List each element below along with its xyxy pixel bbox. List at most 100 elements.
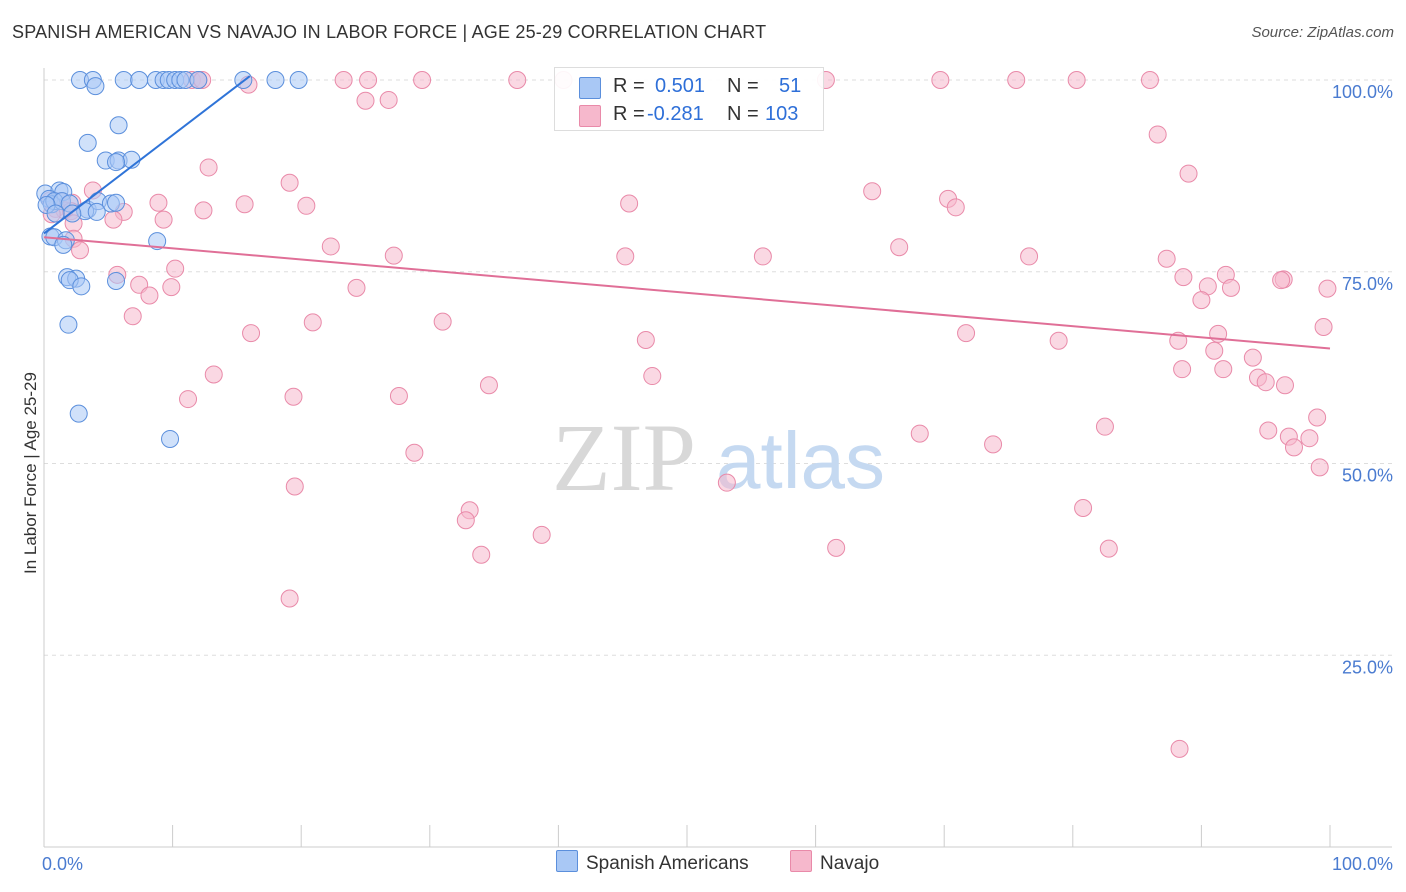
- navajo-point: [1148, 125, 1167, 144]
- n-value: 51: [779, 75, 802, 97]
- spanish-american-point: [86, 77, 105, 96]
- navajo-point: [303, 313, 322, 332]
- navajo-point: [717, 473, 736, 492]
- legend-item-navajo[interactable]: Navajo: [790, 850, 879, 875]
- navajo-point: [71, 241, 90, 260]
- navajo-point: [405, 443, 424, 462]
- navajo-point: [636, 331, 655, 350]
- navajo-point: [280, 589, 299, 608]
- navajo-point: [297, 196, 316, 215]
- navajo-point: [1205, 341, 1224, 360]
- navajo-point: [280, 173, 299, 192]
- navajo-point: [356, 91, 375, 110]
- spanish-american-point: [109, 116, 128, 135]
- navajo-point: [334, 71, 353, 89]
- navajo-point: [1308, 408, 1327, 427]
- legend: Spanish Americans Navajo: [0, 850, 1406, 880]
- stats-row-blue: R = 0.501 N = 51: [555, 74, 823, 102]
- navajo-point: [532, 525, 551, 544]
- legend-swatch-pink: [790, 850, 812, 872]
- navajo-point: [359, 71, 378, 89]
- stats-row-pink: R = -0.281 N = 103: [555, 102, 823, 130]
- navajo-point: [179, 390, 198, 409]
- spanish-american-point: [46, 204, 65, 223]
- navajo-point: [242, 324, 261, 343]
- spanish-american-point: [107, 271, 126, 290]
- spanish-american-point: [69, 404, 88, 423]
- navajo-point: [379, 90, 398, 109]
- navajo-point: [194, 201, 213, 220]
- legend-swatch-blue: [556, 850, 578, 872]
- source-label: Source: ZipAtlas.com: [1251, 24, 1394, 41]
- navajo-point: [1275, 376, 1294, 395]
- n-label: N =: [727, 103, 759, 125]
- legend-label: Navajo: [820, 853, 880, 874]
- navajo-point: [1020, 247, 1039, 266]
- y-tick-labels: 25.0% 50.0% 75.0% 100.0%: [1332, 82, 1393, 677]
- navajo-point: [384, 246, 403, 265]
- navajo-point: [753, 247, 772, 266]
- navajo-point: [1173, 360, 1192, 379]
- navajo-point: [1318, 279, 1337, 298]
- stats-swatch-blue: [579, 77, 601, 99]
- x-tick-label: 100.0%: [1332, 854, 1393, 874]
- spanish-american-point: [59, 315, 78, 334]
- axes: [43, 68, 1392, 848]
- navajo-point: [389, 387, 408, 406]
- navajo-point: [1067, 71, 1086, 89]
- navajo-point: [1049, 331, 1068, 350]
- legend-label: Spanish Americans: [586, 853, 749, 874]
- navajo-point: [456, 511, 475, 530]
- navajo-point: [957, 324, 976, 343]
- navajo-point: [1259, 421, 1278, 440]
- navajo-point: [984, 435, 1003, 454]
- navajo-point: [472, 545, 491, 564]
- spanish-american-point: [78, 133, 97, 152]
- navajo-point: [1179, 164, 1198, 183]
- spanish-american-point: [87, 202, 106, 221]
- r-value: -0.281: [647, 103, 704, 125]
- r-label: R =: [613, 75, 645, 97]
- legend-item-spanish-americans[interactable]: Spanish Americans: [556, 850, 749, 875]
- navajo-point: [1174, 268, 1193, 287]
- navajo-point: [1214, 360, 1233, 379]
- navajo-point: [235, 195, 254, 214]
- navajo-point: [616, 247, 635, 266]
- x-tick-label: 0.0%: [42, 854, 83, 874]
- y-tick-label: 75.0%: [1342, 274, 1393, 294]
- watermark-atlas: atlas: [716, 416, 885, 505]
- n-label: N =: [727, 75, 759, 97]
- navajo-point: [433, 312, 452, 331]
- navajo-point: [479, 376, 498, 395]
- navajo-point: [1140, 71, 1159, 89]
- spanish-american-trend-line: [43, 75, 251, 235]
- spanish-american-point: [289, 71, 308, 89]
- stats-box: R = 0.501 N = 51 R = -0.281 N = 103: [554, 67, 824, 131]
- spanish-american-points: [36, 71, 308, 448]
- navajo-point: [413, 71, 432, 89]
- navajo-point: [1192, 291, 1211, 310]
- navajo-point: [284, 387, 303, 406]
- spanish-american-point: [107, 153, 126, 172]
- spanish-american-point: [189, 71, 208, 89]
- navajo-trend-line: [43, 236, 1331, 350]
- navajo-point: [1310, 458, 1329, 477]
- navajo-point: [149, 193, 168, 212]
- navajo-point: [1272, 271, 1291, 290]
- r-label: R =: [613, 103, 645, 125]
- y-axis-label: In Labor Force | Age 25-29: [21, 372, 40, 574]
- navajo-point: [1256, 373, 1275, 392]
- y-tick-label: 25.0%: [1342, 657, 1393, 677]
- navajo-point: [154, 210, 173, 229]
- navajo-point: [863, 182, 882, 201]
- navajo-point: [946, 198, 965, 217]
- navajo-point: [104, 210, 123, 229]
- navajo-point: [910, 424, 929, 443]
- spanish-american-point: [72, 277, 91, 296]
- navajo-point: [166, 259, 185, 278]
- navajo-point: [1099, 539, 1118, 558]
- r-value: 0.501: [655, 75, 706, 97]
- navajo-point: [890, 238, 909, 257]
- navajo-point: [620, 194, 639, 213]
